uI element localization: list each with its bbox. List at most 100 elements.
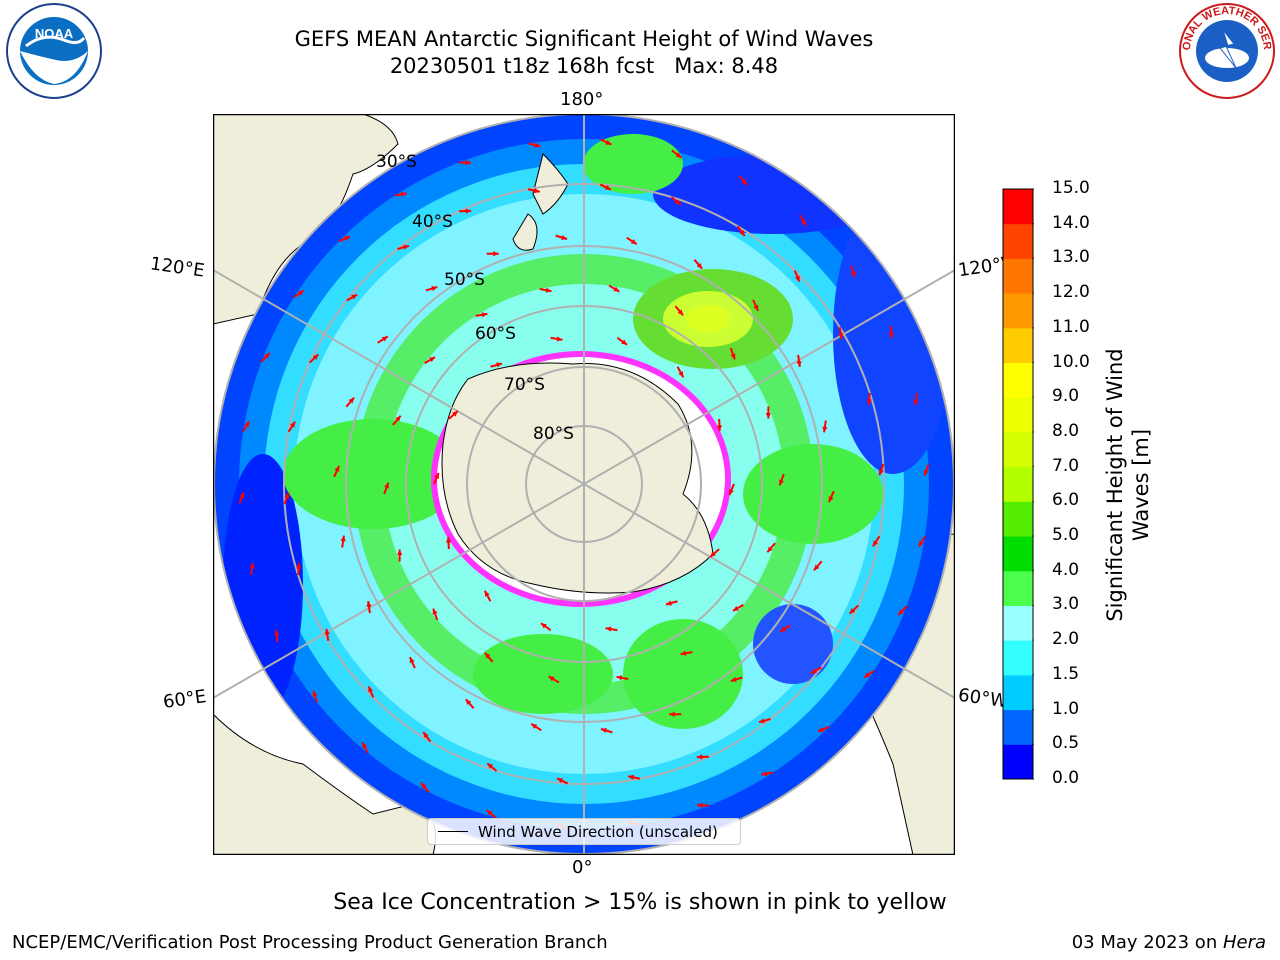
colorbar-tick-label: 15.0 bbox=[1052, 178, 1090, 198]
wave-arrow-head bbox=[628, 774, 635, 780]
wave-arrow-head bbox=[545, 287, 552, 293]
wave-arrow-head bbox=[730, 353, 736, 360]
wave-arrow-head bbox=[872, 540, 879, 547]
wave-arrow-head bbox=[264, 353, 270, 359]
wave-arrow-head bbox=[297, 290, 304, 296]
wave-arrow-head bbox=[898, 609, 904, 615]
colorbar-tick-label: 10.0 bbox=[1052, 351, 1090, 372]
wave-arrow-head bbox=[758, 718, 765, 724]
wind-wave-arrows bbox=[238, 138, 930, 830]
wave-arrow-head bbox=[239, 492, 245, 499]
lat-label-40s: 40°S bbox=[412, 212, 453, 232]
wave-arrow-head bbox=[284, 492, 290, 499]
sea-ice-caption: Sea Ice Concentration > 15% is shown in … bbox=[333, 890, 947, 915]
noaa-logo: NOAA bbox=[6, 3, 102, 99]
lat-label-50s: 50°S bbox=[444, 270, 485, 290]
wave-arrow-head bbox=[817, 726, 824, 732]
colorbar-cell bbox=[1003, 536, 1033, 572]
lat-label-30s: 30°S bbox=[376, 152, 417, 172]
wave-arrow-head bbox=[434, 472, 439, 479]
colorbar-cell bbox=[1003, 605, 1033, 641]
colorbar-tick-label: 3.0 bbox=[1052, 594, 1080, 615]
wave-arrow-head bbox=[794, 275, 800, 282]
wave-arrow-head bbox=[729, 489, 734, 496]
wave-arrow-head bbox=[605, 184, 612, 190]
colorbar-tick-label: 9.0 bbox=[1052, 386, 1080, 407]
lon-label-0: 0° bbox=[572, 857, 593, 878]
colorbar bbox=[1002, 188, 1034, 780]
wave-arrow-head bbox=[621, 339, 628, 345]
wave-arrow-head bbox=[780, 626, 787, 632]
colorbar-cell bbox=[1003, 570, 1033, 606]
wave-arrow-head bbox=[765, 413, 771, 419]
wave-arrow-head bbox=[866, 399, 872, 405]
colorbar-tick-label: 14.0 bbox=[1052, 212, 1090, 233]
wave-arrow-head bbox=[366, 601, 372, 607]
colorbar-cell bbox=[1003, 674, 1033, 711]
wave-arrow-head bbox=[296, 563, 302, 569]
lon-label-120e: 120°E bbox=[148, 253, 206, 282]
wave-arrow-head bbox=[696, 262, 703, 269]
wave-arrow-head bbox=[452, 410, 458, 417]
lon-label-180: 180° bbox=[560, 89, 604, 110]
wave-arrow-head bbox=[409, 657, 415, 664]
chart-subtitle: 20230501 t18z 168h fcst Max: 8.48 bbox=[389, 54, 779, 78]
wave-arrow-head bbox=[420, 782, 427, 789]
colorbar-tick-label: 8.0 bbox=[1052, 420, 1080, 441]
wave-arrow-head bbox=[465, 699, 472, 706]
wave-arrow-head bbox=[533, 188, 540, 194]
wave-arrow-head bbox=[796, 361, 802, 367]
wave-arrow-head bbox=[496, 362, 503, 368]
wave-arrow-head bbox=[351, 294, 358, 300]
colorbar-cell bbox=[1003, 223, 1033, 259]
wave-arrow-head bbox=[674, 199, 681, 205]
wave-arrow-head bbox=[249, 562, 255, 569]
footer-credit: NCEP/EMC/Verification Post Processing Pr… bbox=[12, 932, 608, 953]
lat-label-70s: 70°S bbox=[504, 375, 545, 395]
wave-arrow-head bbox=[680, 650, 687, 656]
colorbar-cell bbox=[1003, 293, 1033, 329]
wave-arrow-head bbox=[669, 711, 675, 717]
wave-arrow-head bbox=[665, 600, 672, 606]
wave-arrow-head bbox=[556, 336, 563, 342]
colorbar-cell bbox=[1003, 501, 1033, 537]
wave-arrow-head bbox=[381, 336, 388, 342]
wave-arrow-head bbox=[696, 754, 703, 760]
map-legend: Wind Wave Direction (unscaled) bbox=[427, 818, 741, 845]
wave-arrow-head bbox=[677, 309, 684, 316]
wave-arrow-head bbox=[761, 771, 768, 777]
colorbar-tick-label: 2.0 bbox=[1052, 629, 1080, 650]
wave-arrow-head bbox=[429, 357, 436, 363]
wave-arrow-head bbox=[878, 469, 884, 476]
wave-arrow-head bbox=[493, 251, 499, 257]
wave-arrow-head bbox=[531, 723, 538, 729]
wave-arrow-head bbox=[445, 537, 452, 543]
colorbar-tick-label: 5.0 bbox=[1052, 525, 1080, 546]
colorbar-cell bbox=[1003, 744, 1033, 780]
colorbar-cell bbox=[1003, 327, 1033, 364]
wave-arrow-head bbox=[484, 652, 491, 659]
wave-arrow-head bbox=[487, 763, 494, 769]
wave-arrow-head bbox=[838, 333, 844, 340]
wave-arrow-head bbox=[340, 535, 346, 542]
wave-arrow-head bbox=[800, 219, 806, 226]
wave-arrow-head bbox=[289, 421, 296, 428]
wave-arrow-head bbox=[348, 397, 355, 404]
wave-arrow-head bbox=[913, 399, 919, 406]
map-panel bbox=[213, 114, 955, 855]
wave-arrow-head bbox=[613, 286, 620, 292]
colorbar-cell bbox=[1003, 709, 1033, 745]
lat-label-60s: 60°S bbox=[475, 324, 516, 344]
wave-arrow-head bbox=[849, 608, 856, 614]
colorbar-tick-label: 1.5 bbox=[1052, 663, 1080, 684]
wave-arrow-head bbox=[678, 371, 684, 378]
wave-arrow-head bbox=[739, 230, 745, 236]
wave-arrow-head bbox=[400, 191, 407, 197]
wave-arrow-head bbox=[813, 564, 820, 571]
wave-arrow-head bbox=[605, 626, 612, 632]
colorbar-tick-label: 11.0 bbox=[1052, 316, 1090, 337]
wave-arrow-head bbox=[465, 208, 472, 214]
wave-arrow-head bbox=[697, 802, 703, 808]
wave-arrow-head bbox=[431, 286, 438, 292]
wave-arrow-head bbox=[561, 234, 568, 240]
